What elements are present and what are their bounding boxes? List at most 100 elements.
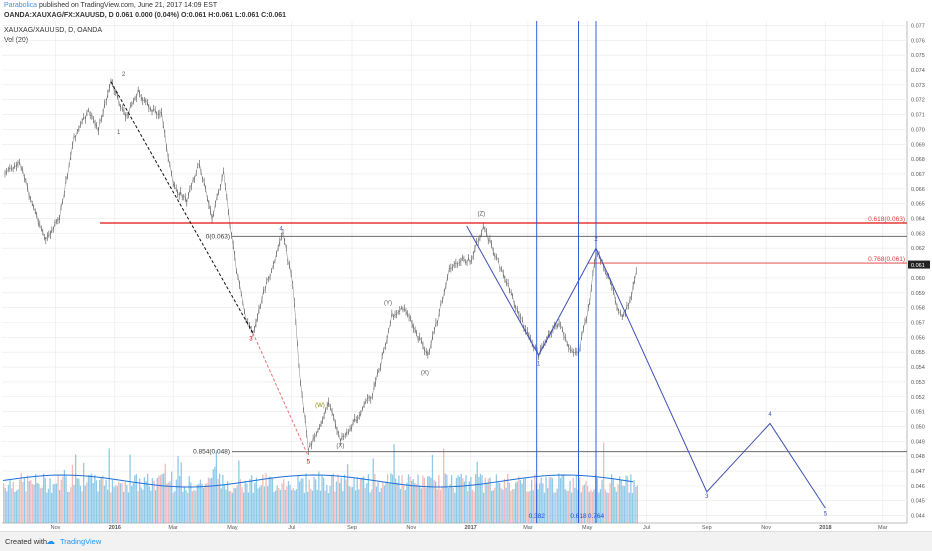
volume-bar — [487, 478, 490, 523]
volume-bar — [55, 483, 58, 523]
x-tick-label: May — [582, 525, 593, 531]
volume-bar — [180, 462, 182, 523]
volume-bar — [611, 474, 613, 523]
volume-bar — [297, 475, 299, 523]
volume-bar — [235, 488, 237, 523]
volume-bar — [230, 491, 232, 523]
x-tick-label: Mar — [523, 525, 533, 531]
volume-bar — [47, 488, 50, 523]
volume-bar — [83, 462, 85, 523]
y-tick-label: 0.056 — [911, 335, 925, 341]
volume-bar — [430, 477, 432, 523]
volume-bar — [459, 476, 461, 523]
publish-text: published on TradingView.com, June 21, 2… — [39, 2, 218, 9]
volume-bar — [409, 476, 411, 523]
level-label: 0(0.063) — [206, 233, 230, 240]
volume-bar — [444, 473, 446, 523]
volume-bar — [132, 483, 134, 523]
y-tick-label: 0.058 — [911, 306, 925, 312]
volume-bar — [436, 489, 438, 523]
y-tick-label: 0.044 — [911, 514, 925, 520]
volume-bar — [363, 476, 365, 523]
volume-bar — [129, 454, 131, 523]
x-tick-label: Mar — [878, 525, 888, 531]
volume-bar — [527, 491, 530, 523]
y-tick-label: 0.076 — [911, 38, 925, 44]
volume-bar — [199, 479, 202, 523]
volume-bar — [486, 482, 488, 523]
volume-bar — [518, 476, 520, 523]
volume-bar — [20, 473, 22, 523]
volume-bar — [471, 489, 474, 523]
volume-bar — [383, 485, 386, 523]
volume-bar — [174, 491, 176, 523]
volume-bar — [119, 483, 122, 523]
volume-bar — [337, 474, 339, 523]
volume-bar — [388, 483, 390, 523]
y-tick-label: 0.069 — [911, 142, 925, 148]
wave-label: (Y) — [384, 301, 392, 307]
volume-bar — [54, 483, 56, 523]
volume-bar — [310, 488, 312, 523]
y-tick-label: 0.074 — [911, 68, 925, 74]
volume-bar — [91, 473, 93, 523]
volume-bar — [139, 478, 141, 523]
volume-bar — [372, 458, 374, 523]
x-tick-label: Jul — [288, 525, 295, 531]
volume-bar — [135, 474, 138, 523]
volume-bar — [414, 483, 416, 523]
volume-bar — [247, 492, 250, 523]
volume-bar — [497, 482, 499, 523]
wave-label: 2 — [122, 72, 126, 78]
volume-bar — [294, 490, 296, 523]
volume-bar — [591, 491, 594, 523]
dashed-trend-line — [110, 81, 254, 334]
volume-bar — [167, 482, 170, 523]
volume-bar — [531, 479, 533, 523]
volume-bar — [71, 464, 74, 523]
volume-bar — [259, 487, 261, 523]
volume-bar — [209, 478, 211, 523]
volume-bar — [451, 474, 453, 523]
volume-bar — [399, 489, 402, 523]
dashed-projection-line — [252, 332, 309, 457]
volume-bar — [596, 478, 598, 523]
chart[interactable]: 0.044 0.045 0.046 0.047 0.048 0.049 0.050 0.051… — [0, 0, 932, 531]
volume-bar — [588, 491, 590, 523]
volume-bar — [52, 484, 54, 523]
volume-bar — [315, 479, 317, 523]
volume-bar — [308, 479, 310, 523]
volume-bar — [103, 485, 106, 523]
volume-bar — [391, 474, 394, 523]
volume-bar — [214, 466, 216, 523]
author-link[interactable]: Parabolica — [4, 2, 38, 9]
volume-bar — [87, 475, 90, 523]
tradingview-brand[interactable]: TradingView — [60, 537, 102, 546]
wave-label: 4 — [279, 226, 283, 232]
volume-bar — [351, 487, 354, 523]
wave-label: 3 — [705, 494, 709, 500]
volume-bar — [44, 478, 46, 523]
volume-bar — [252, 492, 254, 523]
volume-bar — [447, 487, 450, 523]
volume-bar — [236, 485, 238, 523]
volume-bar — [143, 477, 146, 523]
x-tick-label: 2018 — [819, 525, 831, 531]
volume-bar — [551, 478, 554, 523]
volume-bar — [499, 482, 501, 523]
volume-bar — [454, 492, 456, 523]
volume-bar — [411, 480, 413, 523]
y-tick-label: 0.051 — [911, 410, 925, 416]
publish-info: Parabolica published on TradingView.com,… — [4, 2, 217, 9]
volume-bar — [550, 476, 552, 523]
y-tick-label: 0.062 — [911, 246, 925, 252]
volume-bar — [422, 475, 424, 523]
volume-bar — [625, 475, 627, 523]
volume-bar — [76, 478, 78, 523]
y-axis-ticks: 0.044 0.045 0.046 0.047 0.048 0.049 0.050 0.051… — [2, 23, 925, 520]
volume-bar — [12, 481, 14, 523]
volume-bar — [223, 484, 226, 523]
symbol-legend: XAUXAG/XAUUSD, D, OANDA — [4, 27, 103, 34]
y-tick-label: 0.068 — [911, 157, 925, 163]
y-tick-label: 0.049 — [911, 439, 925, 445]
